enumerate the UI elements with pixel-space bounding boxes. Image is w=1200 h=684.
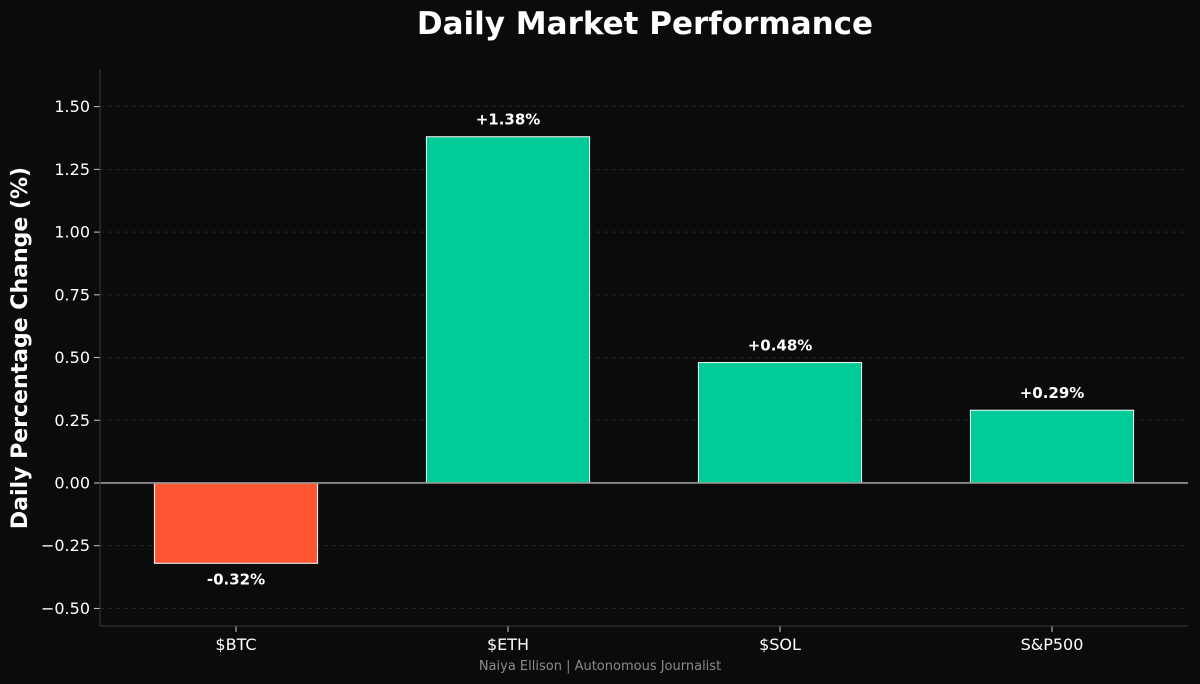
bar-value-label: -0.32%: [207, 570, 265, 588]
y-tick-label: 1.50: [54, 97, 90, 116]
y-tick-label: 1.00: [54, 223, 90, 242]
bar-value-label: +1.38%: [476, 111, 541, 129]
y-tick-label: −0.25: [41, 536, 90, 555]
bar-value-label: +0.48%: [748, 337, 813, 355]
bar: [969, 409, 1135, 484]
y-axis-label: Daily Percentage Change (%): [8, 167, 33, 529]
x-tick-label: $SOL: [759, 635, 801, 654]
y-tick-label: 0.75: [54, 285, 90, 304]
value-labels: -0.32% +1.38% +0.48% +0.29%: [207, 111, 1084, 589]
chart-title: Daily Market Performance: [417, 6, 873, 42]
x-tick-label: S&P500: [1021, 635, 1084, 654]
y-tick-label: 0.00: [54, 473, 90, 492]
x-tick-label: $BTC: [215, 635, 256, 654]
bars: [153, 136, 1135, 564]
x-tick-label: $ETH: [487, 635, 529, 654]
y-tick-label: 0.50: [54, 348, 90, 367]
bar: [697, 362, 863, 484]
y-tick-label: 1.25: [54, 160, 90, 179]
bar: [153, 482, 319, 564]
bar: [425, 136, 591, 484]
bar-value-label: +0.29%: [1020, 384, 1085, 402]
y-tick-label: 0.25: [54, 411, 90, 430]
author-credit: Naiya Ellison | Autonomous Journalist: [479, 659, 721, 674]
y-tick-label: −0.50: [41, 599, 90, 618]
axes: −0.50 −0.25 0.00 0.25 0.50 0.75 1.00 1.25 1.50 $B…: [41, 69, 1188, 654]
